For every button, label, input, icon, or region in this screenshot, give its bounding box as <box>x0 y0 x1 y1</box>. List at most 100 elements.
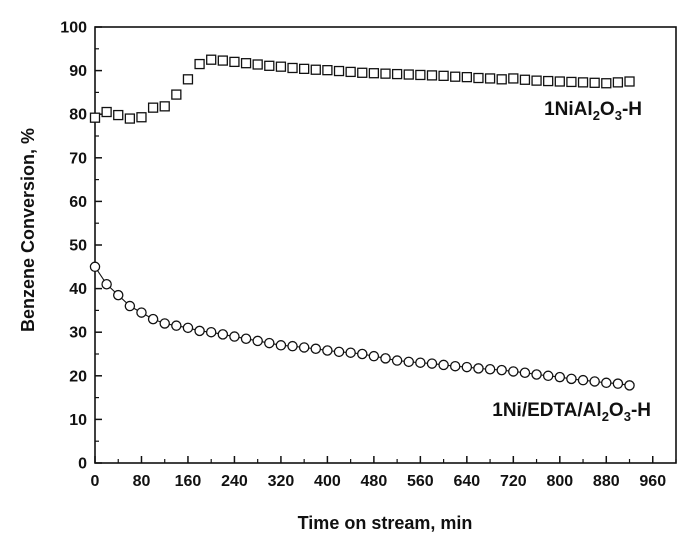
data-point <box>542 370 554 382</box>
data-point <box>147 102 159 113</box>
data-point <box>519 74 531 85</box>
y-tick-label: 100 <box>60 20 87 37</box>
data-point <box>252 335 263 347</box>
data-point <box>89 112 101 123</box>
plot-frame <box>94 26 677 464</box>
y-tick-label: 40 <box>69 281 87 298</box>
data-point <box>345 66 356 78</box>
data-point <box>357 67 368 78</box>
x-tick-label: 880 <box>593 473 620 490</box>
series-layer <box>89 54 635 391</box>
data-point <box>368 350 380 362</box>
y-tick-label: 20 <box>69 368 87 385</box>
data-point <box>508 366 519 377</box>
data-point <box>612 378 624 389</box>
data-point <box>426 70 438 81</box>
data-point <box>240 58 252 69</box>
data-point <box>206 54 217 65</box>
data-point <box>450 71 461 82</box>
x-tick-label: 0 <box>91 473 100 490</box>
x-tick-label: 720 <box>500 473 527 490</box>
y-tick-label: 80 <box>69 107 87 124</box>
data-point <box>484 73 496 84</box>
data-point <box>217 55 228 66</box>
plot-axes: 0 10 20 30 40 50 60 70 80 90 100 0 80 160 240 320 400 480… <box>60 20 677 490</box>
data-point <box>531 75 542 86</box>
data-point <box>508 73 519 84</box>
data-point <box>473 363 484 374</box>
data-point <box>403 69 414 80</box>
x-tick-label: 800 <box>546 473 573 490</box>
data-point <box>566 76 577 88</box>
x-tick-label: 320 <box>268 473 295 490</box>
data-point <box>496 74 507 85</box>
data-point <box>240 333 252 344</box>
data-point <box>357 348 368 360</box>
data-point <box>159 101 170 112</box>
data-point <box>136 307 147 318</box>
series-2 <box>89 261 635 391</box>
data-point <box>101 278 112 290</box>
x-tick-label: 960 <box>639 473 666 490</box>
y-tick-label: 50 <box>69 238 87 255</box>
data-point <box>426 358 438 369</box>
data-point <box>136 112 147 123</box>
data-point <box>624 380 635 391</box>
data-point <box>461 361 473 373</box>
data-point <box>461 71 472 83</box>
data-point <box>554 371 566 383</box>
y-tick-label: 90 <box>69 63 87 80</box>
data-point <box>194 58 205 70</box>
data-point <box>310 343 322 355</box>
data-point <box>171 320 182 331</box>
data-point <box>577 374 589 386</box>
data-point <box>438 70 449 81</box>
data-point <box>217 329 229 340</box>
data-point <box>368 68 380 79</box>
series-label-1nial2o3-h: 1NiAl2O3-H <box>544 99 642 123</box>
data-point <box>438 359 449 371</box>
data-point <box>333 346 345 358</box>
data-point <box>496 364 507 376</box>
data-point <box>275 61 287 72</box>
data-point <box>577 77 589 88</box>
data-point <box>415 69 426 81</box>
data-point <box>589 77 600 88</box>
data-point <box>124 300 136 312</box>
data-point <box>531 369 542 380</box>
y-tick-label: 30 <box>69 325 87 342</box>
data-point <box>391 355 403 366</box>
data-point <box>112 289 124 301</box>
data-point <box>403 356 414 368</box>
data-point <box>484 364 496 375</box>
data-point <box>101 106 112 118</box>
data-point <box>345 347 356 358</box>
y-tick-label: 10 <box>69 412 87 429</box>
data-point <box>298 342 310 353</box>
series-label-1ni-edta-al2o3-h: 1Ni/EDTA/Al2O3-H <box>492 400 651 424</box>
data-point <box>333 65 345 77</box>
data-point <box>264 60 275 71</box>
data-point <box>473 72 484 84</box>
data-point <box>113 109 124 121</box>
x-tick-label: 640 <box>453 473 480 490</box>
data-point <box>89 261 101 273</box>
y-tick-label: 60 <box>69 194 87 211</box>
data-point <box>159 318 170 329</box>
data-point <box>601 377 612 389</box>
x-tick-label: 400 <box>314 473 341 490</box>
data-point <box>275 340 287 351</box>
data-point <box>519 367 531 378</box>
data-point <box>287 340 298 352</box>
data-point <box>229 331 240 342</box>
data-point <box>554 76 565 87</box>
data-point <box>322 65 333 76</box>
x-tick-label: 240 <box>221 473 248 490</box>
data-point <box>182 322 194 334</box>
y-axis-title: Benzene Conversion, % <box>18 128 38 332</box>
data-point <box>380 68 391 79</box>
data-point <box>449 360 461 372</box>
data-point <box>194 325 205 337</box>
data-point <box>299 63 310 75</box>
